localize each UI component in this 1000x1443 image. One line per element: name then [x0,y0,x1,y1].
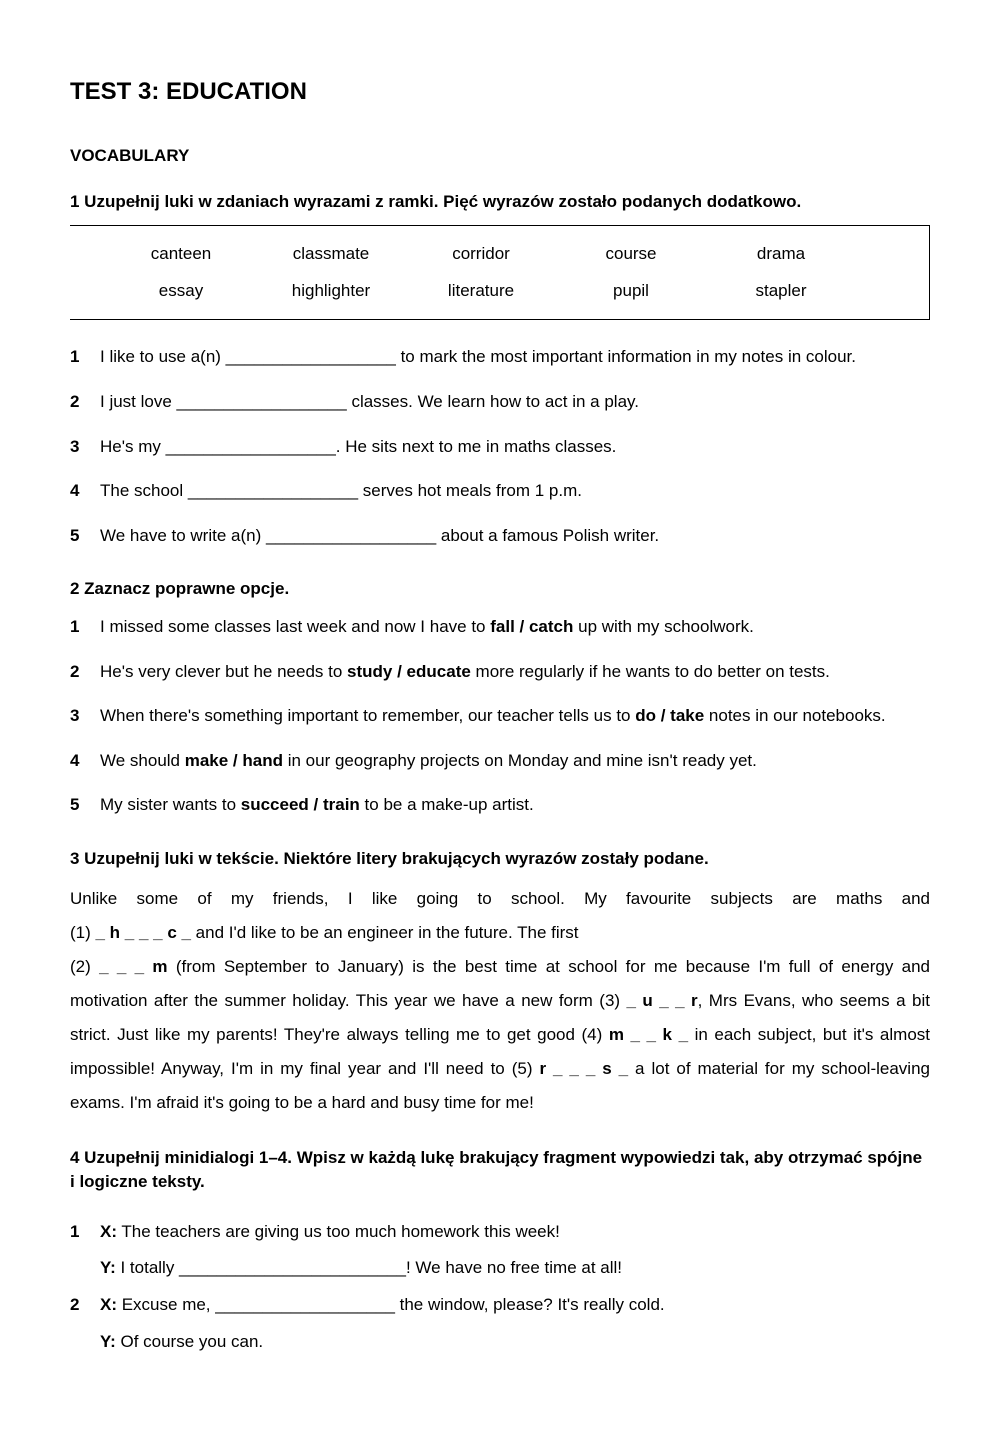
dialog-reply: Y: I totally ________________________! W… [100,1253,930,1284]
item-text: My sister wants to succeed / train to be… [100,790,930,821]
item-text: We should make / hand in our geography p… [100,746,930,777]
item-text: The school __________________ serves hot… [100,476,930,507]
dialog-reply: Y: Of course you can. [100,1327,930,1358]
word-cell: highlighter [256,279,406,304]
word-cell: literature [406,279,556,304]
item-number: 2 [70,657,100,688]
word-row-1: canteen classmate corridor course drama [70,236,929,273]
list-item: 5My sister wants to succeed / train to b… [70,790,930,821]
list-item: 2I just love __________________ classes.… [70,387,930,418]
page-title: TEST 3: EDUCATION [70,75,930,110]
list-item: 5We have to write a(n) _________________… [70,521,930,552]
item-text: X: Excuse me, ___________________ the wi… [100,1290,930,1321]
list-item: 1I like to use a(n) __________________ t… [70,342,930,373]
word-cell: classmate [256,242,406,267]
word-box: canteen classmate corridor course drama … [70,225,930,320]
word-cell: course [556,242,706,267]
word-cell: canteen [106,242,256,267]
list-item: 2He's very clever but he needs to study … [70,657,930,688]
ex4-list: 1 X: The teachers are giving us too much… [70,1217,930,1357]
item-text: X: The teachers are giving us too much h… [100,1217,930,1248]
item-text: I just love __________________ classes. … [100,387,930,418]
vocabulary-label: VOCABULARY [70,144,930,169]
ex1-instruction: 1 Uzupełnij luki w zdaniach wyrazami z r… [70,190,930,215]
list-item: 3He's my __________________. He sits nex… [70,432,930,463]
list-item: 3When there's something important to rem… [70,701,930,732]
item-text: I missed some classes last week and now … [100,612,930,643]
item-number: 1 [70,342,100,373]
item-text: When there's something important to reme… [100,701,930,732]
ex4-instruction: 4 Uzupełnij minidialogi 1–4. Wpisz w każ… [70,1146,930,1195]
ex3-paragraph: Unlike some of my friends, I like going … [70,882,930,1120]
item-number: 3 [70,432,100,463]
word-row-2: essay highlighter literature pupil stapl… [70,273,929,310]
item-number: 2 [70,387,100,418]
item-text: He's very clever but he needs to study /… [100,657,930,688]
item-text: I like to use a(n) __________________ to… [100,342,930,373]
word-cell: drama [706,242,856,267]
ex2-list: 1I missed some classes last week and now… [70,612,930,821]
ex3-instruction: 3 Uzupełnij luki w tekście. Niektóre lit… [70,847,930,872]
list-item: 1I missed some classes last week and now… [70,612,930,643]
word-cell: stapler [706,279,856,304]
ex1-list: 1I like to use a(n) __________________ t… [70,342,930,551]
item-text: We have to write a(n) __________________… [100,521,930,552]
item-number: 4 [70,746,100,777]
word-cell: essay [106,279,256,304]
item-number: 4 [70,476,100,507]
word-cell: corridor [406,242,556,267]
item-number: 1 [70,612,100,643]
list-item: 2 X: Excuse me, ___________________ the … [70,1290,930,1321]
list-item: 4We should make / hand in our geography … [70,746,930,777]
item-number: 5 [70,790,100,821]
item-number: 5 [70,521,100,552]
list-item: 4The school __________________ serves ho… [70,476,930,507]
ex2-instruction: 2 Zaznacz poprawne opcje. [70,577,930,602]
item-number: 1 [70,1217,100,1248]
word-cell: pupil [556,279,706,304]
item-text: He's my __________________. He sits next… [100,432,930,463]
item-number: 3 [70,701,100,732]
list-item: 1 X: The teachers are giving us too much… [70,1217,930,1248]
item-number: 2 [70,1290,100,1321]
